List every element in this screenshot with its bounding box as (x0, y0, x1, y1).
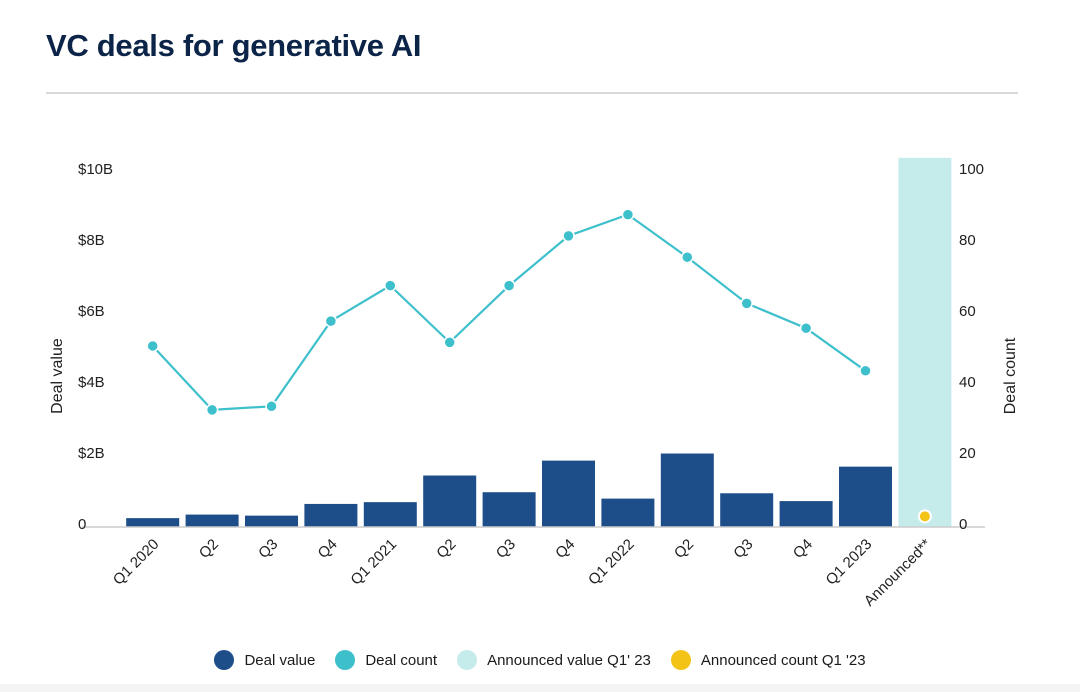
deal-count-line (151, 213, 867, 411)
x-tick-label: Q4 (552, 536, 578, 562)
deal-value-bar (126, 518, 180, 527)
x-tick-label: Q1 2023 (823, 536, 876, 589)
announced-value-bar (898, 157, 952, 528)
deal-value-bar (185, 514, 239, 527)
y-left-axis-title: Deal value (49, 338, 66, 414)
y-right-tick-label: 40 (959, 374, 976, 391)
deal-count-point (799, 321, 813, 335)
legend-label-announced-count: Announced count Q1 '23 (700, 651, 866, 669)
deal-value-bar (363, 502, 417, 527)
deal-value-bar (779, 501, 833, 527)
deal-count-point (621, 208, 635, 221)
deal-count-point (324, 314, 338, 328)
x-tick-label: Q3 (493, 536, 519, 562)
y-left-tick-label: $2B (78, 445, 105, 462)
legend-swatch-announced-value (457, 650, 478, 670)
y-right-tick-label: 100 (959, 161, 984, 178)
y-left-tick-label: $10B (78, 161, 113, 178)
legend-item-announced-count[interactable]: Announced count Q1 '23 (670, 650, 866, 670)
y-left-tick-label: $8B (78, 232, 105, 249)
x-tick-label: Q3 (255, 536, 281, 562)
x-tick-label: Q3 (730, 536, 756, 562)
deal-value-bar (304, 503, 358, 527)
y-left-tick-label: $6B (78, 303, 105, 320)
announced-count-point (917, 509, 932, 524)
deal-value-bar (660, 453, 714, 527)
legend-swatch-announced-count (670, 650, 691, 670)
deal-value-bar (720, 493, 774, 527)
x-tick-label: Q4 (790, 536, 816, 562)
deal-count-point (681, 250, 694, 264)
y-right-tick-label: 60 (959, 303, 976, 320)
deal-value-bar (542, 460, 595, 527)
deal-value-bar (839, 466, 892, 527)
deal-count-point (265, 400, 278, 413)
y-left-tick-label: 0 (78, 516, 86, 533)
x-tick-label: Q2 (671, 536, 697, 562)
y-right-tick-label: 20 (959, 445, 976, 462)
deal-count-point (384, 279, 397, 292)
legend-swatch-deal-count (335, 650, 356, 670)
x-tick-label: Q1 2021 (347, 536, 400, 589)
x-tick-label: Q2 (196, 536, 222, 562)
deal-count-point (562, 229, 575, 243)
legend-item-deal-count[interactable]: Deal count (335, 650, 437, 670)
legend-swatch-deal-value (214, 650, 235, 670)
legend-item-deal-value[interactable]: Deal value (214, 650, 315, 670)
legend-label-deal-count: Deal count (365, 651, 438, 669)
legend: Deal value Deal count Announced value Q1… (0, 650, 1080, 670)
footer-band (0, 684, 1080, 692)
chart-canvas: 0 $2B $4B $6B $8B $10B 0 20 40 60 80 100 Deal value D… (49, 157, 1019, 610)
deal-value-bar (601, 498, 655, 527)
deal-count-point (740, 297, 753, 310)
deal-value-bar (482, 492, 536, 527)
y-right-axis-title: Deal count (1002, 337, 1019, 414)
deal-count-point (205, 403, 219, 417)
legend-item-announced-value[interactable]: Announced value Q1' 23 (457, 650, 651, 670)
y-left-tick-label: $4B (78, 374, 105, 391)
legend-label-announced-value: Announced value Q1' 23 (487, 651, 651, 669)
y-right-tick-label: 80 (959, 232, 976, 249)
deal-count-point (443, 336, 456, 349)
x-tick-label: Q1 2020 (110, 536, 163, 589)
y-right-tick-label: 0 (959, 516, 967, 533)
x-tick-label: Q2 (433, 536, 459, 562)
chart-title: VC deals for generative AI (46, 28, 422, 63)
deal-value-bar (423, 475, 477, 527)
legend-label-deal-value: Deal value (244, 651, 316, 669)
deal-count-point (502, 279, 516, 292)
x-tick-label: Q4 (315, 536, 341, 562)
deal-count-point (859, 364, 872, 378)
x-tick-label: Q1 2022 (585, 536, 638, 589)
title-divider (46, 92, 1018, 94)
deal-count-point (146, 339, 159, 353)
deal-value-bar (245, 515, 298, 527)
